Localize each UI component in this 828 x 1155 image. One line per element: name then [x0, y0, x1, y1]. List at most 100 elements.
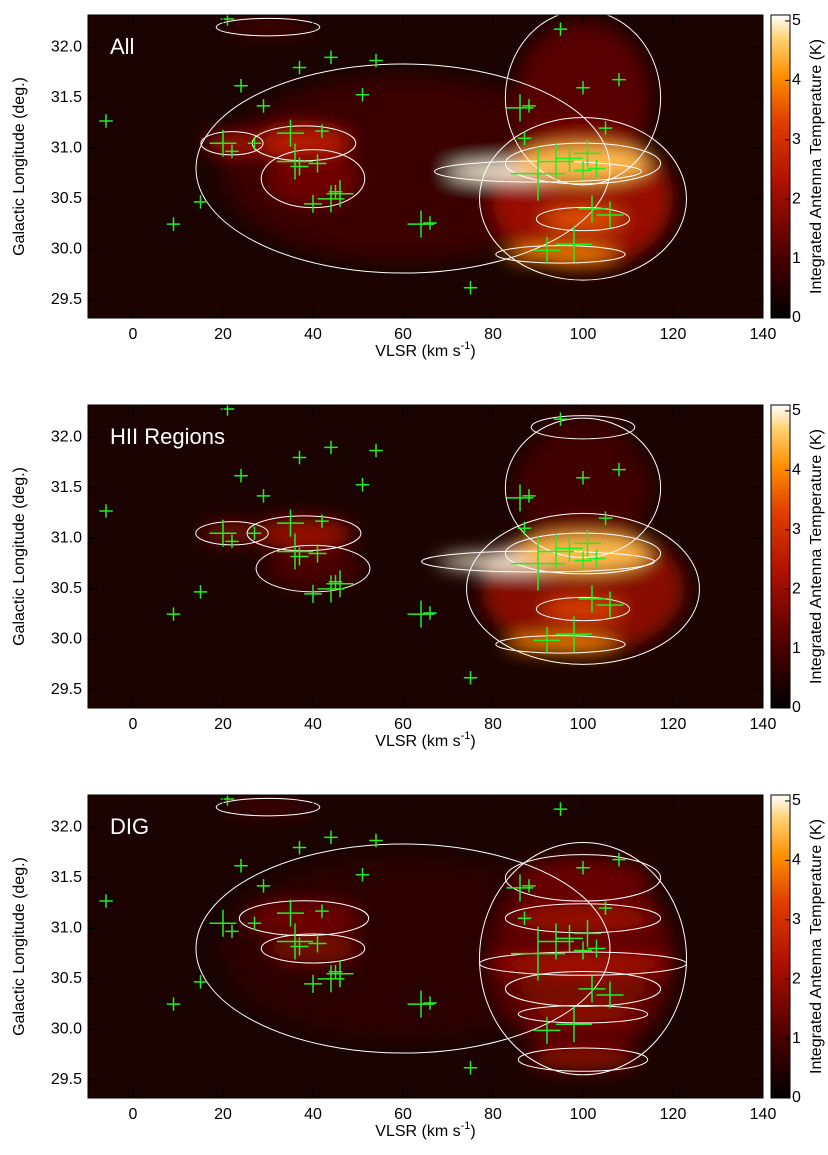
emission-blob — [223, 19, 313, 35]
source-marker — [256, 879, 271, 893]
colorbar-tick-label: 3 — [792, 521, 801, 538]
colorbar-tick-label: 2 — [792, 190, 801, 207]
panel-title: All — [110, 34, 134, 59]
colorbar-tick-label: 0 — [792, 309, 801, 326]
source-marker — [193, 585, 208, 599]
source-marker — [522, 489, 536, 503]
x-tick-label: 20 — [214, 326, 232, 343]
source-marker — [234, 78, 248, 93]
source-marker — [463, 1060, 478, 1075]
y-tick-label: 31.5 — [51, 869, 82, 886]
contour — [466, 512, 700, 665]
x-tick-label: 80 — [484, 1106, 502, 1123]
emission-blob — [542, 208, 624, 230]
emission-blob — [526, 1049, 640, 1070]
y-axis-label: Galactic Longitude (deg.) — [11, 857, 28, 1036]
contour — [517, 1047, 649, 1072]
x-tick-label: 0 — [129, 1106, 138, 1123]
source-marker — [423, 606, 437, 620]
source-marker — [315, 514, 329, 528]
source-marker — [574, 161, 592, 180]
plot-frame — [87, 404, 764, 709]
emission-blob — [263, 548, 363, 589]
source-marker — [315, 124, 329, 138]
emission-blob — [538, 417, 628, 438]
x-tick-label: 100 — [570, 1106, 597, 1123]
colorbar-tick-label: 5 — [792, 792, 801, 809]
colorbar-tick-label: 1 — [792, 1030, 801, 1047]
colorbar-tick-label: 2 — [792, 580, 801, 597]
x-tick-label: 60 — [394, 716, 412, 733]
x-tick-label: 60 — [394, 326, 412, 343]
contour — [479, 841, 687, 1076]
emission-blob — [268, 935, 358, 962]
source-marker — [578, 585, 606, 613]
contour — [504, 532, 662, 575]
x-tick-label: 0 — [129, 326, 138, 343]
source-marker — [355, 88, 370, 102]
x-tick-label: 80 — [484, 326, 502, 343]
source-marker — [292, 450, 307, 465]
colorbar-tick-label: 1 — [792, 250, 801, 267]
x-tick-label: 60 — [394, 1106, 412, 1123]
source-marker — [612, 462, 626, 477]
emission-blob — [504, 636, 617, 652]
contour — [504, 970, 662, 1007]
source-marker — [578, 195, 606, 223]
x-label-sup: -1 — [461, 730, 471, 742]
y-tick-label: 30.5 — [51, 580, 82, 597]
colorbar-tick-label: 5 — [792, 402, 801, 419]
contour — [479, 117, 687, 281]
source-marker — [209, 519, 237, 547]
source-marker — [166, 997, 181, 1011]
x-tick-label: 120 — [660, 326, 687, 343]
source-marker — [538, 533, 574, 570]
x-label-text: VLSR (km s — [375, 733, 460, 750]
y-tick-label: 31.0 — [51, 920, 82, 937]
y-tick-label: 30.0 — [51, 631, 82, 648]
source-marker — [99, 504, 113, 518]
source-marker — [596, 201, 624, 229]
emission-blob — [223, 857, 583, 1040]
x-tick-label: 20 — [214, 716, 232, 733]
emission-blob — [254, 518, 354, 549]
plot-area — [88, 795, 763, 1098]
emission-blob — [223, 799, 313, 815]
source-marker — [326, 570, 354, 598]
source-marker — [576, 470, 590, 485]
colorbar-tick-label: 3 — [792, 131, 801, 148]
source-marker — [556, 616, 592, 653]
colorbar — [770, 404, 791, 709]
y-tick-label: 30.5 — [51, 190, 82, 207]
y-tick-label: 32.0 — [51, 39, 82, 56]
y-tick-label: 31.0 — [51, 530, 82, 547]
source-marker — [166, 607, 181, 621]
emission-blob — [515, 857, 651, 899]
emission-blob — [515, 905, 651, 931]
source-marker — [256, 99, 271, 113]
source-marker — [355, 478, 370, 492]
source-marker — [596, 981, 624, 1009]
x-label-end: ) — [470, 733, 475, 750]
x-label-text: VLSR (km s — [375, 343, 460, 360]
source-marker — [277, 119, 304, 147]
source-marker — [193, 195, 208, 209]
source-marker — [324, 440, 338, 455]
y-axis-label: Galactic Longitude (deg.) — [11, 77, 28, 256]
source-marker — [326, 960, 354, 988]
y-tick-label: 31.0 — [51, 140, 82, 157]
source-marker — [533, 626, 561, 654]
y-tick-label: 30.0 — [51, 241, 82, 258]
source-marker — [277, 899, 304, 927]
y-tick-label: 32.0 — [51, 819, 82, 836]
source-marker — [304, 584, 322, 603]
contour — [215, 17, 321, 37]
contour — [504, 854, 662, 902]
x-tick-label: 40 — [304, 326, 322, 343]
panel-title: HII Regions — [110, 424, 225, 449]
colorbar-tick-label: 2 — [792, 970, 801, 987]
source-marker — [234, 858, 248, 873]
